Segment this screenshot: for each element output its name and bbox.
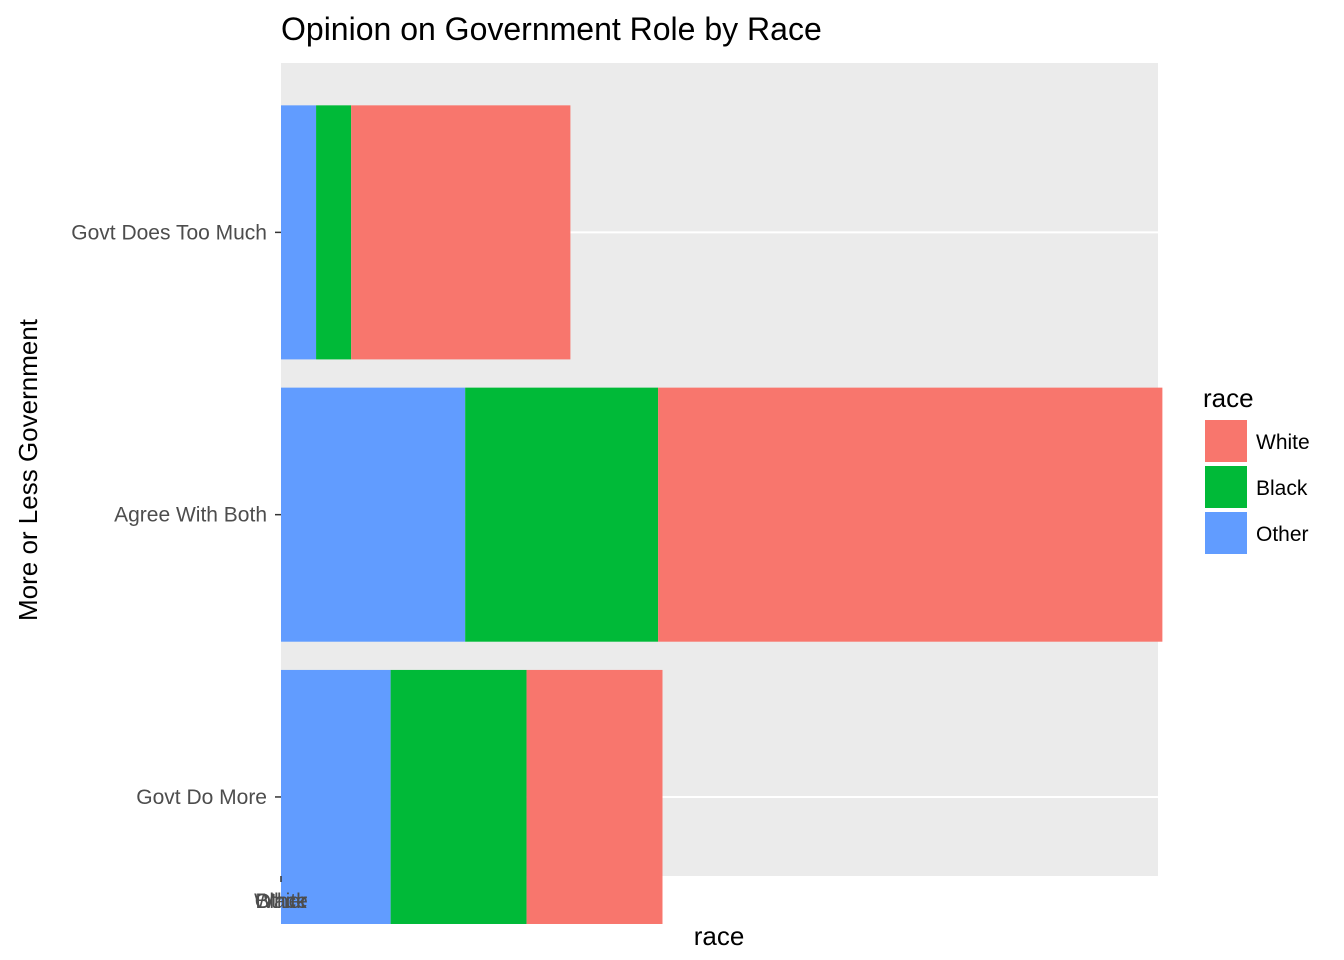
- y-tick-label: Govt Does Too Much: [71, 221, 267, 244]
- y-axis: Govt Does Too Much Agree With Both Govt Do…: [71, 221, 281, 809]
- legend-key-black: [1205, 466, 1247, 508]
- bar-black-govt-do-more: [390, 669, 527, 924]
- x-tick-label-black: Black: [255, 890, 307, 913]
- bar-black-govt-does-too-much: [316, 105, 352, 360]
- bar-white-agree-with-both: [658, 387, 1163, 642]
- bar-white-govt-do-more: [526, 669, 663, 924]
- legend: race White Black Other: [1203, 383, 1310, 554]
- legend-key-white: [1205, 420, 1247, 462]
- legend-title: race: [1203, 383, 1254, 413]
- y-tick-label: Govt Do More: [136, 786, 267, 809]
- x-tick-label-white: White: [254, 890, 308, 913]
- chart-title: Opinion on Government Role by Race: [281, 11, 822, 47]
- bar-other-agree-with-both: [281, 387, 466, 642]
- legend-label-black: Black: [1256, 477, 1308, 500]
- bar-other-govt-does-too-much: [281, 105, 317, 360]
- y-axis-title: More or Less Government: [13, 318, 43, 621]
- bars: [281, 105, 1163, 924]
- y-tick-label: Agree With Both: [114, 504, 267, 527]
- legend-label-other: Other: [1256, 523, 1309, 546]
- bar-black-agree-with-both: [465, 387, 659, 642]
- bar-other-govt-do-more: [281, 669, 391, 924]
- x-tick-label-other: Other: [255, 890, 308, 913]
- legend-key-other: [1205, 512, 1247, 554]
- x-axis-title: race: [694, 921, 745, 951]
- legend-label-white: White: [1256, 431, 1310, 454]
- bar-white-govt-does-too-much: [351, 105, 571, 360]
